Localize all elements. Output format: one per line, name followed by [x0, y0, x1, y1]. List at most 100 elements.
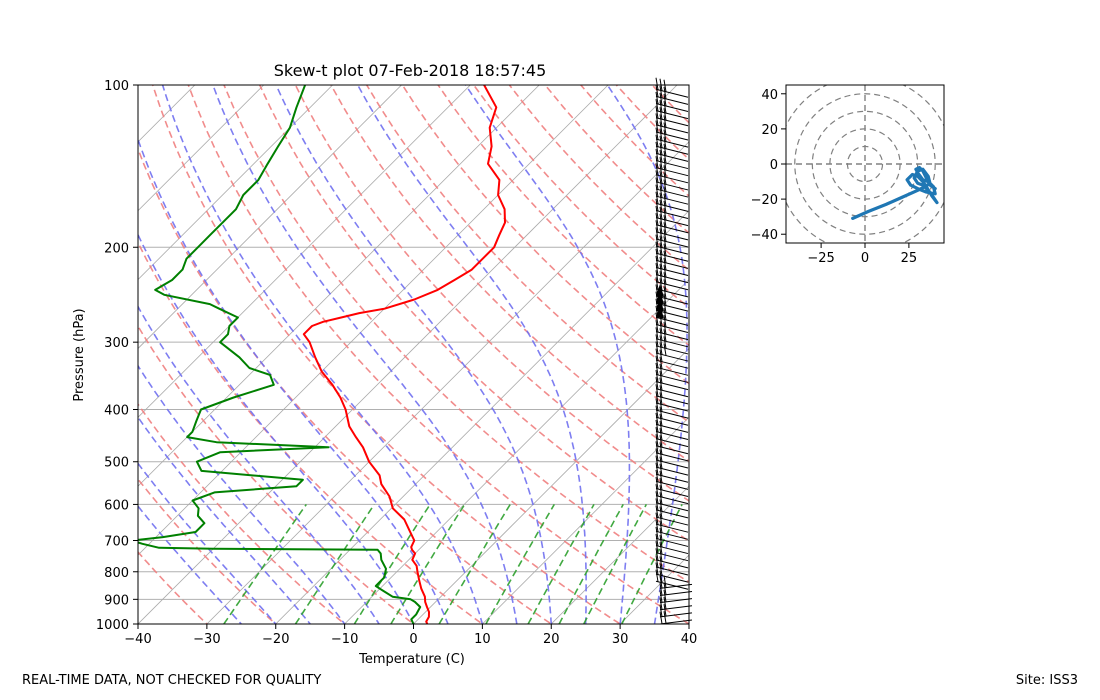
dewpoint-trace	[138, 85, 422, 624]
wind-barb	[655, 284, 689, 305]
wind-barb	[655, 120, 689, 141]
moist-adiabat	[212, 85, 518, 624]
hodograph-y-tick-label: −20	[751, 193, 778, 208]
wind-barb	[655, 91, 689, 112]
wind-barb	[655, 519, 689, 540]
wind-barb	[655, 298, 689, 319]
wind-barb	[655, 541, 689, 562]
isotherm-line	[275, 210, 689, 624]
hodograph-x-tick-label: −25	[807, 251, 834, 266]
mixing-ratio-line	[223, 503, 307, 624]
skewt-x-axis-label: Temperature (C)	[358, 652, 465, 667]
isotherm-line	[138, 85, 540, 487]
wind-barb	[655, 341, 689, 362]
isotherm-line	[412, 347, 689, 624]
y-tick-label: 200	[104, 241, 129, 256]
isotherm-line	[138, 85, 471, 418]
moist-adiabat	[138, 232, 415, 624]
y-tick-label: 1000	[96, 618, 129, 633]
wind-barb	[655, 533, 689, 555]
wind-barb	[655, 320, 689, 341]
x-tick-label: 10	[474, 632, 491, 647]
wind-barb	[655, 141, 689, 162]
moist-adiabat	[138, 415, 312, 624]
dry-adiabat	[138, 550, 209, 624]
wind-barb	[655, 548, 689, 569]
wind-barb	[655, 462, 689, 483]
site-label: Site: ISS3	[1015, 673, 1078, 688]
mixing-ratio-line	[438, 503, 511, 624]
wind-barb	[655, 263, 689, 284]
wind-barb	[655, 327, 689, 348]
wind-barb	[655, 213, 689, 234]
wind-barb	[655, 455, 689, 476]
wind-barb	[655, 255, 689, 276]
dry-adiabat	[138, 477, 278, 624]
wind-barb	[655, 348, 689, 369]
hodograph-x-tick-label: 25	[901, 251, 918, 266]
wind-barbs	[655, 77, 693, 625]
isotherm-line	[138, 85, 609, 556]
wind-barb	[659, 589, 693, 604]
y-tick-label: 900	[104, 593, 129, 608]
x-tick-label: −40	[124, 632, 151, 647]
dry-adiabat	[401, 85, 689, 385]
dry-adiabat	[294, 85, 689, 502]
wind-barb	[655, 512, 689, 533]
y-tick-label: 800	[104, 566, 129, 581]
wind-barb	[655, 526, 689, 547]
y-tick-label: 300	[104, 336, 129, 351]
wind-barb	[655, 505, 689, 526]
wind-barb	[655, 77, 689, 98]
wind-barb	[655, 291, 689, 312]
wind-barb	[655, 206, 689, 227]
y-tick-label: 500	[104, 456, 129, 471]
isotherm-line	[550, 485, 689, 624]
hodograph-ring	[794, 93, 936, 235]
wind-barb	[655, 384, 689, 405]
wind-barb	[659, 604, 693, 618]
wind-barb	[655, 398, 689, 419]
wind-barb	[655, 476, 689, 498]
mixing-ratio-line	[527, 504, 595, 624]
dry-adiabat	[138, 402, 346, 624]
wind-barb	[655, 170, 689, 191]
wind-barb	[655, 412, 689, 433]
isotherm-line	[138, 85, 334, 281]
skewt-title: Skew-t plot 07-Feb-2018 18:57:45	[274, 61, 547, 80]
wind-barb	[655, 99, 689, 120]
wind-barb	[655, 377, 689, 398]
quality-disclaimer: REAL-TIME DATA, NOT CHECKED FOR QUALITY	[22, 673, 322, 688]
mixing-ratio-line	[485, 503, 555, 624]
wind-barb	[655, 355, 689, 376]
x-tick-label: 0	[409, 632, 417, 647]
wind-barb	[655, 198, 689, 219]
hodograph-panel: −25 0 25 40 20 0 −20 −40	[751, 84, 945, 266]
isotherm-line	[0, 60, 82, 635]
hodograph-y-tick-label: 40	[761, 88, 778, 103]
moist-adiabat	[138, 364, 346, 624]
isotherm-line	[138, 85, 265, 212]
wind-barb	[655, 469, 689, 490]
wind-barb	[655, 334, 689, 355]
dry-adiabat	[330, 85, 689, 463]
wind-barb	[655, 127, 689, 148]
wind-barb	[655, 498, 689, 519]
mixing-ratio-line	[390, 503, 466, 624]
skewt-panel: −40 −30 −20 −10 0 10 20 30 40 1000 900 800 700 600 500…	[0, 60, 697, 667]
wind-barb	[655, 562, 689, 583]
wind-barb	[655, 241, 689, 262]
mixing-ratio-line	[558, 504, 624, 624]
wind-barb	[659, 582, 693, 596]
mixing-ratio-line	[294, 503, 375, 624]
isotherm-line	[344, 279, 689, 624]
moist-adiabat	[161, 85, 484, 624]
isotherm-line	[0, 60, 13, 635]
y-tick-label: 100	[104, 79, 129, 94]
wind-barb	[655, 156, 689, 177]
dry-adiabat	[138, 240, 484, 624]
moist-adiabat	[356, 85, 587, 624]
mixing-ratio-line	[621, 504, 683, 624]
x-tick-label: −20	[262, 632, 289, 647]
